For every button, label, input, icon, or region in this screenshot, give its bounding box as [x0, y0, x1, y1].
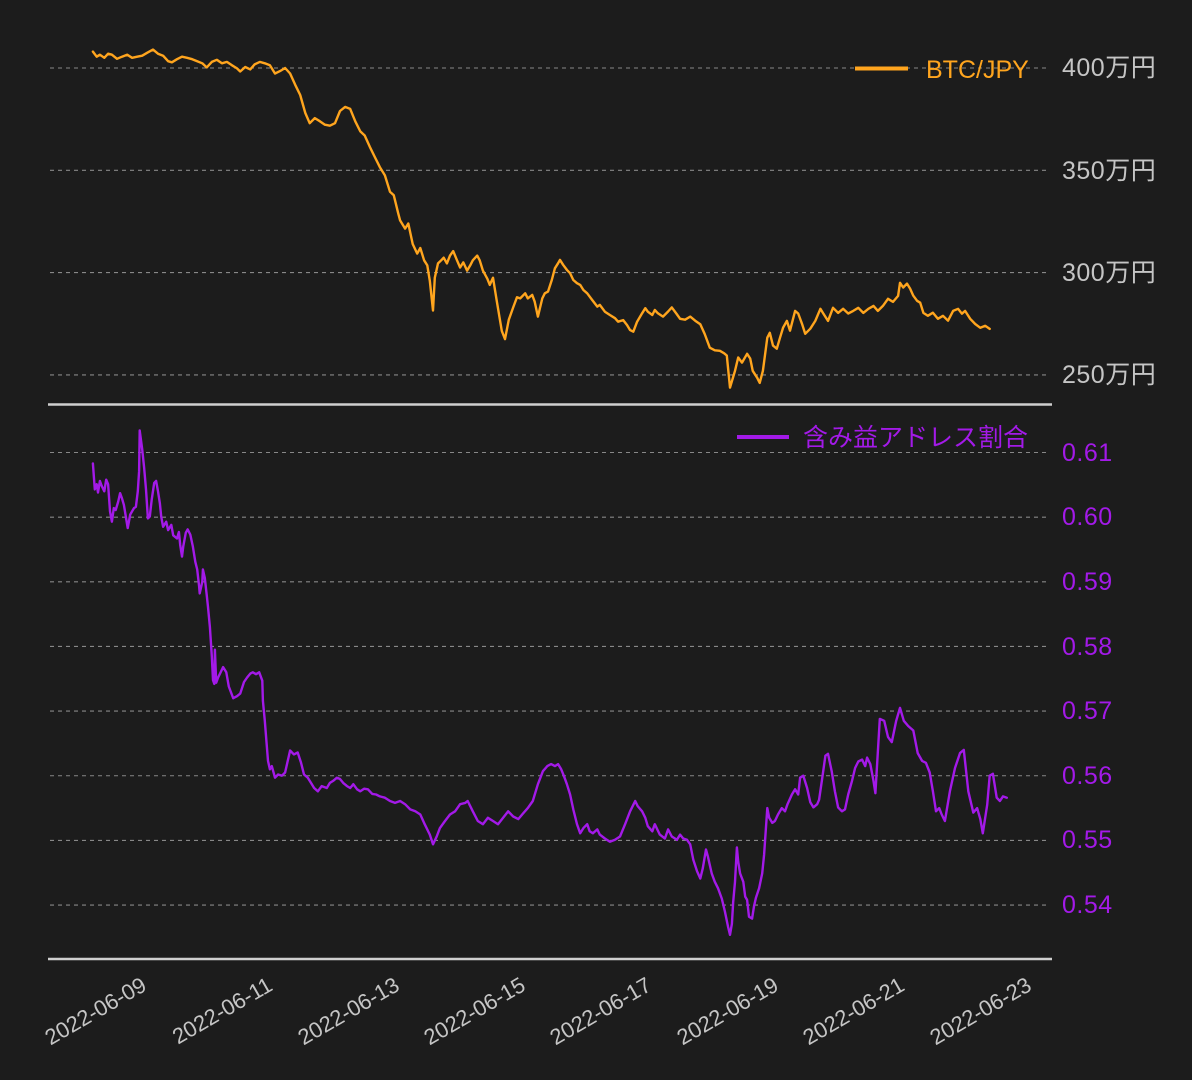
ytick-bottom-2: 0.59 — [1062, 568, 1113, 596]
ratio-legend-label: 含み益アドレス割合 — [803, 424, 1029, 452]
ytick-bottom-5: 0.56 — [1062, 762, 1113, 790]
ytick-top-3: 250万円 — [1062, 361, 1157, 389]
ytick-bottom-3: 0.58 — [1062, 633, 1113, 661]
ytick-bottom-4: 0.57 — [1062, 697, 1113, 725]
ytick-top-2: 300万円 — [1062, 259, 1157, 287]
ytick-top-1: 350万円 — [1062, 157, 1157, 185]
btcjpy-legend-label: BTC/JPY — [926, 56, 1029, 84]
ytick-bottom-6: 0.55 — [1062, 826, 1113, 854]
ytick-top-0: 400万円 — [1062, 54, 1157, 82]
ytick-bottom-0: 0.61 — [1062, 439, 1113, 467]
ytick-bottom-1: 0.60 — [1062, 503, 1113, 531]
ytick-bottom-7: 0.54 — [1062, 891, 1113, 919]
